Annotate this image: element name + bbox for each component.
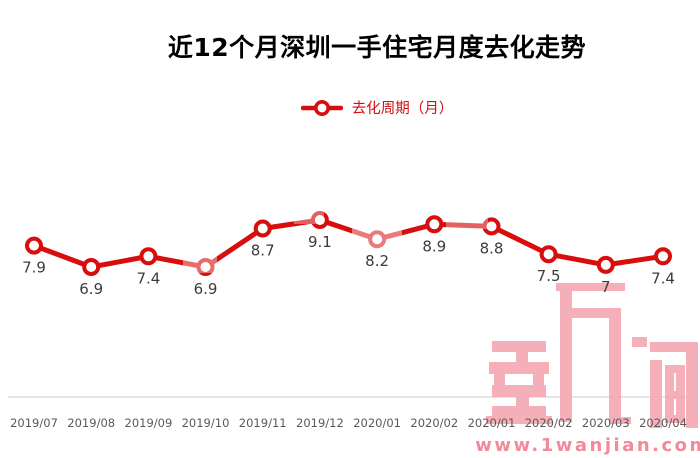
x-axis-label: 2020/01: [353, 416, 401, 430]
data-point-marker: [368, 230, 387, 249]
x-axis-label: 2019/11: [239, 416, 287, 430]
x-axis-label: 2020/02: [410, 416, 458, 430]
chart-title: 近12个月深圳一手住宅月度去化走势: [167, 33, 587, 62]
data-point-label: 9.1: [308, 233, 332, 251]
x-axis-label: 2019/12: [296, 416, 344, 430]
data-point-marker: [196, 258, 215, 276]
data-point-marker: [25, 236, 43, 255]
data-point-label: 8.2: [365, 252, 389, 270]
data-point-label: 6.9: [194, 280, 218, 298]
watermark-url: www.1wanjian.com: [475, 435, 700, 456]
data-point-marker: [253, 219, 272, 238]
x-axis-label: 2020/03: [582, 416, 630, 430]
data-point-marker: [539, 245, 558, 264]
data-point-label: 7: [601, 278, 611, 296]
data-point-label: 8.9: [422, 237, 446, 255]
x-axis-label: 2019/09: [125, 416, 173, 430]
data-point-label: 7.4: [651, 269, 675, 287]
data-point-marker: [82, 258, 101, 276]
legend-label: 去化周期（月）: [351, 101, 454, 117]
x-axis-label: 2020/04: [639, 416, 687, 430]
x-axis-label: 2019/08: [67, 416, 115, 430]
legend-marker-icon: [300, 99, 343, 116]
data-point-label: 7.5: [537, 267, 561, 285]
watermark-fade-overlay: [183, 206, 488, 273]
x-axis-label: 2019/10: [182, 416, 230, 430]
data-point-marker: [139, 247, 158, 266]
data-point-marker: [425, 215, 444, 234]
data-point-marker: [596, 255, 615, 274]
data-point-marker: [654, 247, 672, 266]
data-point-marker: [482, 217, 501, 236]
data-point-label: 8.7: [251, 242, 275, 260]
x-axis-label: 2019/07: [10, 416, 58, 430]
data-point-marker: [310, 211, 329, 229]
data-point-label: 6.9: [79, 280, 103, 298]
data-point-label: 7.9: [22, 259, 46, 277]
x-axis-label: 2020/01: [468, 416, 516, 430]
chart-legend: 去化周期（月）: [0, 97, 700, 118]
x-axis-label: 2020/02: [525, 416, 573, 430]
data-point-label: 7.4: [136, 269, 160, 287]
watermark-logo: [486, 283, 698, 428]
trend-line: [31, 217, 666, 270]
data-point-label: 8.8: [480, 239, 504, 257]
